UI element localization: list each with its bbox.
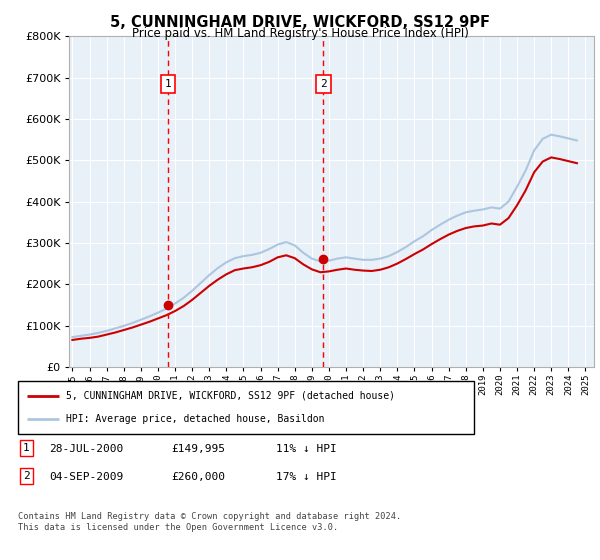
Text: £260,000: £260,000 (171, 472, 225, 482)
FancyBboxPatch shape (18, 381, 474, 434)
Text: 28-JUL-2000: 28-JUL-2000 (49, 444, 124, 454)
Text: 11% ↓ HPI: 11% ↓ HPI (276, 444, 337, 454)
Text: 04-SEP-2009: 04-SEP-2009 (49, 472, 124, 482)
Text: 2: 2 (23, 471, 29, 481)
Text: Price paid vs. HM Land Registry's House Price Index (HPI): Price paid vs. HM Land Registry's House … (131, 27, 469, 40)
Text: 17% ↓ HPI: 17% ↓ HPI (276, 472, 337, 482)
Text: 1: 1 (164, 80, 171, 89)
Text: £149,995: £149,995 (171, 444, 225, 454)
Text: 1: 1 (23, 443, 29, 453)
Text: Contains HM Land Registry data © Crown copyright and database right 2024.
This d: Contains HM Land Registry data © Crown c… (18, 512, 401, 532)
Text: 5, CUNNINGHAM DRIVE, WICKFORD, SS12 9PF: 5, CUNNINGHAM DRIVE, WICKFORD, SS12 9PF (110, 15, 490, 30)
Text: 2: 2 (320, 80, 326, 89)
Text: HPI: Average price, detached house, Basildon: HPI: Average price, detached house, Basi… (66, 414, 325, 424)
Text: 5, CUNNINGHAM DRIVE, WICKFORD, SS12 9PF (detached house): 5, CUNNINGHAM DRIVE, WICKFORD, SS12 9PF … (66, 391, 395, 401)
